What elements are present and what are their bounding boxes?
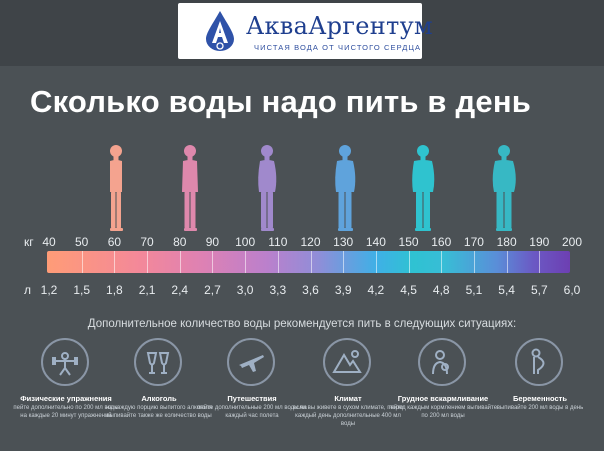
volume-tick-label: 5,7 bbox=[530, 283, 548, 297]
weight-tick-label: 200 bbox=[561, 235, 583, 249]
glasses-icon bbox=[146, 352, 170, 374]
figure-pink-icon bbox=[182, 145, 198, 231]
volume-unit-label: л bbox=[24, 283, 32, 297]
situation-description: перед каждым кормлением выпивайте по 200… bbox=[388, 405, 498, 419]
weight-unit-label: кг bbox=[24, 235, 34, 249]
situation-icon-ring bbox=[134, 338, 182, 386]
situation-icon-ring bbox=[323, 338, 371, 386]
volume-tick-label: 2,1 bbox=[138, 283, 156, 297]
pregnancy-icon bbox=[531, 348, 545, 374]
situation-title: Физические упражнения bbox=[20, 394, 112, 403]
volume-tick-label: 3,9 bbox=[334, 283, 352, 297]
volume-tick-label: 4,8 bbox=[432, 283, 450, 297]
logo-tagline: ЧИСТАЯ ВОДА ОТ ЧИСТОГО СЕРДЦА bbox=[254, 43, 422, 52]
situation-icon-ring bbox=[418, 338, 466, 386]
bar-divider bbox=[114, 251, 116, 273]
bar-divider bbox=[343, 251, 345, 273]
volume-tick-label: 1,5 bbox=[73, 283, 91, 297]
volume-scale: 1,2 1,5 1,8 2,1 2,4 2,7 3,0 3,3 3,6 3,9 4,2 4,5 4,8 5… bbox=[0, 283, 604, 299]
weight-tick-label: 40 bbox=[42, 235, 56, 249]
figure-salmon-icon bbox=[110, 145, 123, 231]
mother-child-icon bbox=[432, 350, 449, 375]
volume-tick-label: 3,0 bbox=[236, 283, 254, 297]
situation-title: Алкоголь bbox=[141, 394, 177, 403]
weight-scale: 40 50 60 70 80 90 100 110 120 130 140 150 160 170 180 1… bbox=[0, 235, 604, 251]
situation-description: пейте дополнительные 200 мл воды на кажд… bbox=[197, 405, 307, 419]
weight-tick-label: 150 bbox=[398, 235, 419, 249]
figure-lavender-icon bbox=[258, 145, 277, 231]
page-title: Сколько воды надо пить в день bbox=[30, 84, 531, 119]
bar-divider bbox=[212, 251, 214, 273]
situation-description: если вы живете в сухом климате, пейте ка… bbox=[292, 405, 404, 427]
mountain-icon bbox=[332, 350, 362, 373]
figure-blue-icon bbox=[335, 145, 356, 231]
situation-description: выпивайте 200 мл воды в день bbox=[496, 405, 584, 411]
volume-tick-label: 5,1 bbox=[465, 283, 483, 297]
volume-tick-label: 1,8 bbox=[106, 283, 123, 297]
logo-name: АкваАргентум bbox=[246, 12, 433, 40]
bar-divider bbox=[81, 251, 83, 273]
bar-divider bbox=[408, 251, 410, 273]
dumbbell-icon bbox=[52, 352, 78, 376]
water-drop-logo-icon bbox=[206, 11, 234, 51]
weight-tick-label: 190 bbox=[529, 235, 550, 249]
logo[interactable]: АкваАргентум ЧИСТАЯ ВОДА ОТ ЧИСТОГО СЕРД… bbox=[178, 3, 433, 59]
airplane-icon bbox=[239, 355, 264, 372]
weight-tick-label: 180 bbox=[496, 235, 517, 249]
bar-divider bbox=[310, 251, 312, 273]
figure-teal-icon bbox=[412, 145, 435, 231]
situation-icon-ring bbox=[227, 338, 275, 386]
weight-tick-label: 120 bbox=[300, 235, 321, 249]
situation-title: Климат bbox=[334, 394, 362, 403]
bar-divider bbox=[245, 251, 247, 273]
situation-icon-ring bbox=[515, 338, 563, 386]
weight-tick-label: 50 bbox=[75, 235, 89, 249]
volume-tick-label: 4,2 bbox=[367, 283, 385, 297]
bar-divider bbox=[473, 251, 475, 273]
volume-tick-label: 3,6 bbox=[302, 283, 319, 297]
weight-tick-label: 90 bbox=[205, 235, 220, 249]
weight-tick-label: 130 bbox=[333, 235, 354, 249]
situation-description: на каждую порцию выпитого алкоголя выпив… bbox=[105, 405, 213, 419]
volume-tick-label: 2,7 bbox=[204, 283, 221, 297]
volume-tick-label: 4,5 bbox=[400, 283, 417, 297]
weight-tick-label: 80 bbox=[173, 235, 187, 249]
volume-tick-label: 3,3 bbox=[269, 283, 287, 297]
bar-divider bbox=[277, 251, 279, 273]
extra-water-heading: Дополнительное количество воды рекоменду… bbox=[87, 318, 517, 330]
weight-tick-label: 70 bbox=[140, 235, 154, 249]
bar-divider bbox=[506, 251, 508, 273]
volume-tick-label: 1,2 bbox=[40, 283, 58, 297]
bar-divider bbox=[375, 251, 377, 273]
weight-tick-label: 110 bbox=[268, 235, 288, 249]
volume-tick-label: 2,4 bbox=[171, 283, 189, 297]
weight-tick-label: 140 bbox=[365, 235, 386, 249]
bar-divider bbox=[441, 251, 443, 273]
bar-divider bbox=[539, 251, 541, 273]
situation-description: пейте дополнительно по 200 мл воды на ка… bbox=[13, 405, 119, 419]
situation-icon-ring bbox=[41, 338, 89, 386]
situation-title: Грудное вскармливание bbox=[397, 394, 489, 403]
weight-tick-label: 160 bbox=[431, 235, 452, 249]
situation-title: Беременность bbox=[513, 394, 567, 403]
weight-tick-label: 60 bbox=[107, 235, 122, 249]
hydration-gradient-bar bbox=[47, 251, 570, 273]
volume-tick-label: 6,0 bbox=[563, 283, 581, 297]
weight-tick-label: 170 bbox=[463, 235, 484, 249]
figure-turquoise-icon bbox=[492, 145, 516, 231]
bar-divider bbox=[179, 251, 181, 273]
weight-tick-label: 100 bbox=[235, 235, 256, 249]
bar-divider bbox=[147, 251, 149, 273]
situation-title: Путешествия bbox=[227, 394, 277, 403]
volume-tick-label: 5,4 bbox=[498, 283, 515, 297]
